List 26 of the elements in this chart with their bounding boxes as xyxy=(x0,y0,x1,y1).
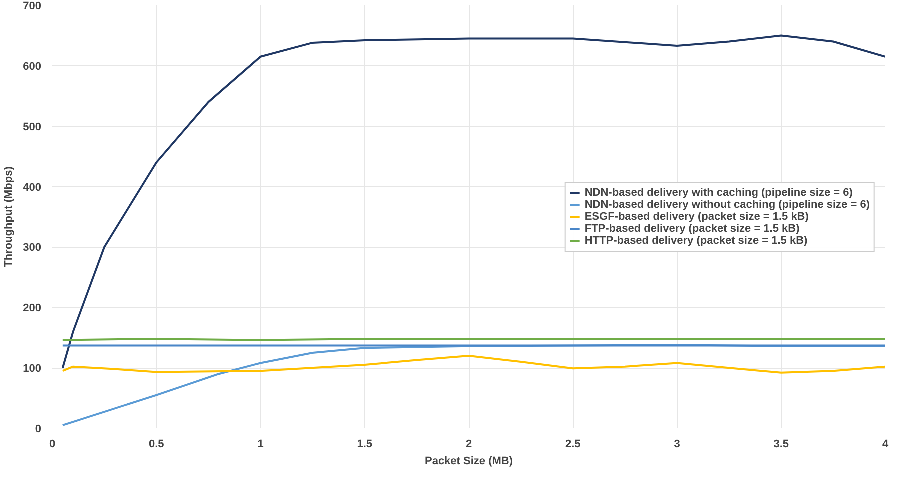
x-tick-label: 3 xyxy=(674,438,680,450)
line-series xyxy=(62,34,886,370)
y-tick-label: 400 xyxy=(23,182,42,194)
y-tick-label: 600 xyxy=(23,60,42,73)
x-tick-label: 1.5 xyxy=(357,438,373,450)
y-tick-label: 0 xyxy=(35,424,42,436)
y-tick-label: 200 xyxy=(23,302,42,315)
y-tick-label: 100 xyxy=(23,363,42,376)
legend-label: NDN-based delivery with caching (pipeline size = 6) xyxy=(584,186,853,198)
x-tick-label: 2.5 xyxy=(565,438,581,450)
y-tick-label: 500 xyxy=(23,121,42,134)
y-axis-title: Throughput (Mbps) xyxy=(3,166,16,268)
y-tick-label: 300 xyxy=(23,242,42,254)
legend-label: ESGF-based delivery (packet size = 1.5 kB) xyxy=(584,210,809,222)
x-tick-label: 0.5 xyxy=(148,438,164,450)
x-tick-label: 1 xyxy=(258,438,264,450)
legend-label: FTP-based delivery (packet size = 1.5 kB) xyxy=(584,222,800,234)
legend-label: NDN-based delivery without caching (pipeline size = 6) xyxy=(584,198,870,210)
x-tick-label: 2 xyxy=(466,438,472,450)
x-tick-label: 4 xyxy=(882,438,890,450)
y-tick-label: 700 xyxy=(23,0,42,12)
line-series xyxy=(62,354,886,374)
legend-label: HTTP-based delivery (packet size = 1.5 kB) xyxy=(584,234,808,246)
x-tick-label: 0 xyxy=(49,438,56,450)
x-tick-label: 3.5 xyxy=(774,438,790,450)
x-axis-title: Packet Size (MB) xyxy=(424,456,514,468)
